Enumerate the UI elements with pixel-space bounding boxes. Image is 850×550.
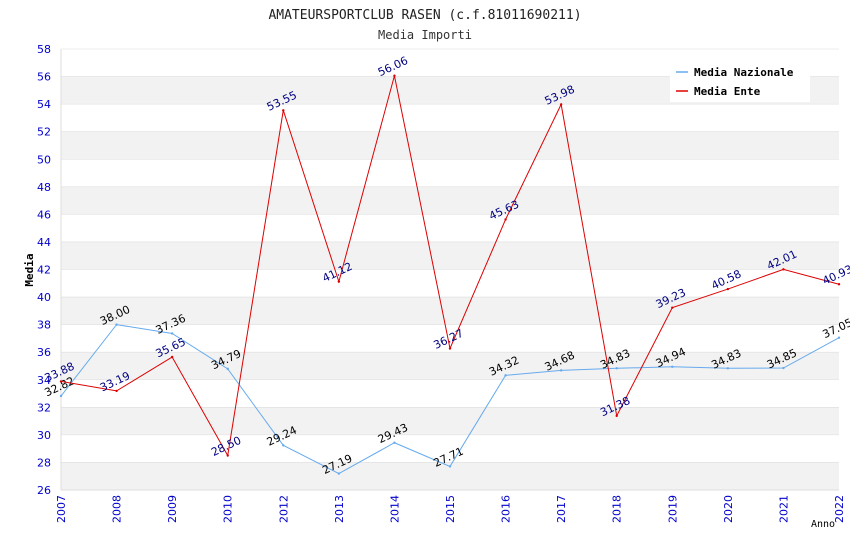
y-tick-label: 40 [37, 291, 51, 304]
y-tick-label: 46 [37, 208, 51, 221]
y-tick-label: 56 [37, 71, 51, 84]
y-tick-label: 34 [37, 374, 51, 387]
x-tick-label: 2014 [388, 495, 401, 523]
y-tick-label: 54 [37, 98, 51, 111]
data-point [282, 109, 285, 112]
y-tick-label: 50 [37, 153, 51, 166]
data-point [726, 367, 730, 370]
data-point [726, 287, 730, 291]
y-tick-label: 42 [37, 264, 51, 277]
legend-entry: Media Nazionale [694, 66, 794, 79]
plot-area: 26 28 30 32 34 36 38 40 42 44 46 48 50 52 54 56 58 2007 20… [37, 43, 850, 523]
x-tick-label: 2019 [666, 495, 679, 523]
data-point [226, 367, 229, 371]
data-label: 28.50 [209, 434, 243, 459]
y-tick-label: 38 [37, 319, 51, 332]
grid-band [61, 352, 839, 380]
data-point [559, 103, 563, 106]
x-tick-label: 2018 [611, 495, 624, 523]
data-point [59, 380, 63, 383]
data-point [226, 454, 229, 457]
x-tick-label: 2009 [166, 495, 179, 523]
y-tick-label: 48 [37, 181, 51, 194]
data-point [282, 444, 285, 447]
data-point [115, 323, 118, 326]
y-tick-label: 52 [37, 126, 51, 139]
data-point [504, 218, 507, 221]
legend-entry: Media Ente [694, 85, 761, 98]
x-tick-label: 2020 [722, 495, 735, 523]
data-point [170, 332, 174, 335]
y-tick-label: 30 [37, 429, 51, 442]
data-point [504, 374, 507, 377]
grid-band [61, 407, 839, 435]
y-tick-label: 26 [37, 484, 51, 497]
x-tick-label: 2008 [111, 495, 124, 523]
chart-subtitle: Media Importi [378, 28, 472, 42]
grid-band [61, 241, 839, 270]
grid-band [61, 186, 839, 215]
grid-band [61, 297, 839, 325]
data-label: 40.58 [709, 267, 743, 292]
data-label: 36.27 [431, 327, 465, 352]
y-tick-label: 36 [37, 346, 51, 359]
data-point [671, 306, 674, 309]
x-tick-label: 2013 [333, 495, 346, 523]
data-point [615, 367, 618, 370]
data-point [837, 336, 841, 339]
data-point [448, 465, 452, 468]
x-tick-label: 2017 [555, 495, 568, 523]
y-tick-label: 58 [37, 43, 51, 56]
x-tick-label: 2021 [777, 495, 790, 523]
y-tick-label: 28 [37, 456, 51, 469]
data-point [115, 389, 118, 393]
legend: Media Nazionale Media Ente [670, 60, 810, 102]
y-tick-label: 32 [37, 401, 51, 414]
data-point [837, 283, 841, 286]
data-point [782, 366, 785, 370]
x-tick-label: 2015 [444, 495, 457, 523]
data-point [393, 74, 396, 77]
data-point [559, 369, 563, 372]
data-point [782, 268, 785, 271]
data-point [59, 394, 63, 398]
data-point [170, 355, 174, 359]
y-axis-label: Media [23, 253, 36, 286]
data-point [337, 280, 341, 283]
x-axis-label: Anno [811, 519, 835, 530]
x-tick-label: 2012 [277, 495, 290, 523]
data-label: 56.06 [376, 54, 410, 79]
x-tick-label: 2016 [500, 495, 513, 523]
data-point [448, 347, 452, 350]
x-tick-label: 2022 [833, 495, 846, 523]
legend-box [670, 60, 810, 102]
data-point [615, 414, 618, 418]
x-tick-label: 2010 [222, 495, 235, 523]
x-tick-label: 2007 [55, 495, 68, 523]
data-point [393, 441, 396, 444]
chart-title: AMATEURSPORTCLUB RASEN (c.f.81011690211) [268, 8, 581, 23]
data-point [337, 472, 341, 475]
y-tick-label: 44 [37, 236, 51, 249]
data-point [671, 365, 674, 368]
grid-band [61, 131, 839, 160]
